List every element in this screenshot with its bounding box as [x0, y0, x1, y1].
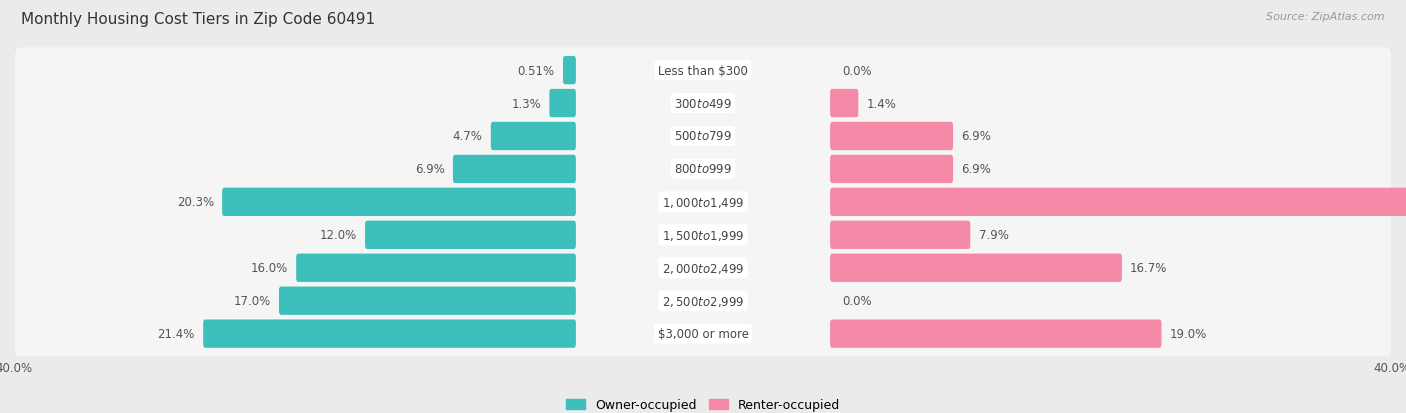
FancyBboxPatch shape	[830, 123, 953, 151]
FancyBboxPatch shape	[15, 180, 1391, 225]
Text: 7.9%: 7.9%	[979, 229, 1008, 242]
Legend: Owner-occupied, Renter-occupied: Owner-occupied, Renter-occupied	[561, 393, 845, 413]
FancyBboxPatch shape	[204, 320, 576, 348]
Text: 21.4%: 21.4%	[157, 328, 195, 340]
Text: $1,000 to $1,499: $1,000 to $1,499	[662, 195, 744, 209]
Text: 0.0%: 0.0%	[842, 64, 872, 77]
Text: $3,000 or more: $3,000 or more	[658, 328, 748, 340]
Text: 20.3%: 20.3%	[177, 196, 214, 209]
Text: 16.0%: 16.0%	[250, 261, 288, 275]
Text: $2,000 to $2,499: $2,000 to $2,499	[662, 261, 744, 275]
Text: Source: ZipAtlas.com: Source: ZipAtlas.com	[1267, 12, 1385, 22]
FancyBboxPatch shape	[15, 278, 1391, 324]
FancyBboxPatch shape	[15, 147, 1391, 192]
Text: 1.4%: 1.4%	[866, 97, 897, 110]
FancyBboxPatch shape	[15, 114, 1391, 159]
FancyBboxPatch shape	[830, 90, 858, 118]
FancyBboxPatch shape	[830, 254, 1122, 282]
Text: 6.9%: 6.9%	[962, 163, 991, 176]
Text: 1.3%: 1.3%	[512, 97, 541, 110]
Text: 0.51%: 0.51%	[517, 64, 555, 77]
FancyBboxPatch shape	[15, 213, 1391, 258]
FancyBboxPatch shape	[15, 311, 1391, 356]
FancyBboxPatch shape	[830, 188, 1406, 216]
FancyBboxPatch shape	[562, 57, 576, 85]
FancyBboxPatch shape	[830, 221, 970, 249]
FancyBboxPatch shape	[278, 287, 576, 315]
Text: 17.0%: 17.0%	[233, 294, 271, 307]
Text: 16.7%: 16.7%	[1130, 261, 1167, 275]
Text: $2,500 to $2,999: $2,500 to $2,999	[662, 294, 744, 308]
FancyBboxPatch shape	[297, 254, 576, 282]
FancyBboxPatch shape	[550, 90, 576, 118]
Text: 12.0%: 12.0%	[319, 229, 357, 242]
Text: 19.0%: 19.0%	[1170, 328, 1206, 340]
Text: Monthly Housing Cost Tiers in Zip Code 60491: Monthly Housing Cost Tiers in Zip Code 6…	[21, 12, 375, 27]
Text: 6.9%: 6.9%	[962, 130, 991, 143]
Text: Less than $300: Less than $300	[658, 64, 748, 77]
FancyBboxPatch shape	[15, 48, 1391, 94]
FancyBboxPatch shape	[453, 155, 576, 184]
FancyBboxPatch shape	[366, 221, 576, 249]
Text: 0.0%: 0.0%	[842, 294, 872, 307]
FancyBboxPatch shape	[830, 155, 953, 184]
Text: $800 to $999: $800 to $999	[673, 163, 733, 176]
Text: 6.9%: 6.9%	[415, 163, 444, 176]
FancyBboxPatch shape	[830, 320, 1161, 348]
FancyBboxPatch shape	[15, 81, 1391, 126]
Text: $500 to $799: $500 to $799	[673, 130, 733, 143]
FancyBboxPatch shape	[15, 245, 1391, 291]
Text: $1,500 to $1,999: $1,500 to $1,999	[662, 228, 744, 242]
Text: $300 to $499: $300 to $499	[673, 97, 733, 110]
FancyBboxPatch shape	[491, 123, 576, 151]
Text: 4.7%: 4.7%	[453, 130, 482, 143]
FancyBboxPatch shape	[222, 188, 576, 216]
